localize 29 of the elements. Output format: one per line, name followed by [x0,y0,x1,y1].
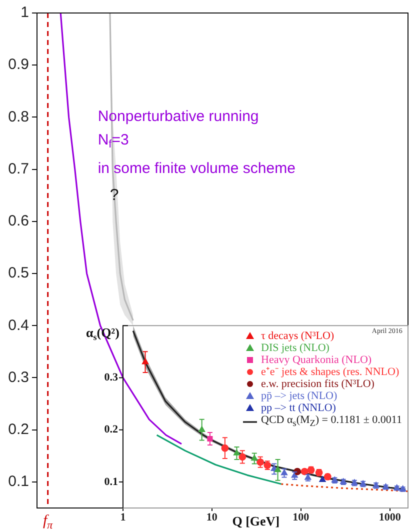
legend-label: DIS jets (NLO) [261,342,330,354]
y-tick-label: 0.7 [8,160,29,178]
x-tick-label: 100 [292,511,310,524]
y2-tick-label: 0.2 [104,424,118,436]
y-tick-label: 0.5 [8,264,29,282]
x-tick-label: 1 [120,511,126,524]
annotation: Nonperturbative running [98,108,259,126]
legend-label: Heavy Quarkonia (NLO) [261,354,372,366]
y-tick-label: 0.9 [8,56,29,74]
y2-tick-label: 0.1 [104,476,118,488]
legend-label: τ decays (N³LO) [261,330,334,342]
legend-label: pp –> tt (NNLO) [261,402,336,414]
y-tick-label: 0.8 [8,108,29,126]
y-tick-label: 0.1 [8,473,29,490]
legend-label: e.w. precision fits (N³LO) [261,378,374,390]
legend-label: QCD α$_{s}$(M$_{Z}$) = 0.1181 ± 0.0011 [261,414,402,430]
y-tick-label: 0.4 [8,316,29,334]
annotation: in some finite volume scheme [98,160,296,178]
y-tick-label: 0.2 [8,420,29,438]
annotation: ? [110,186,119,204]
x-tick-label: 1000 [378,511,402,524]
legend-label: pp̄ –> jets (NLO) [261,390,338,402]
y-tick-label: 1 [20,4,29,22]
y-tick-label: 0.3 [8,368,29,386]
y-tick-label: 0.6 [8,212,29,230]
x-tick-label: 10 [206,511,218,524]
x-axis-title: Q [GeV] [232,513,280,528]
legend-label: e⁺e⁻ jets & shapes (res. NNLO) [261,366,400,378]
y2-tick-label: 0.3 [104,372,118,384]
